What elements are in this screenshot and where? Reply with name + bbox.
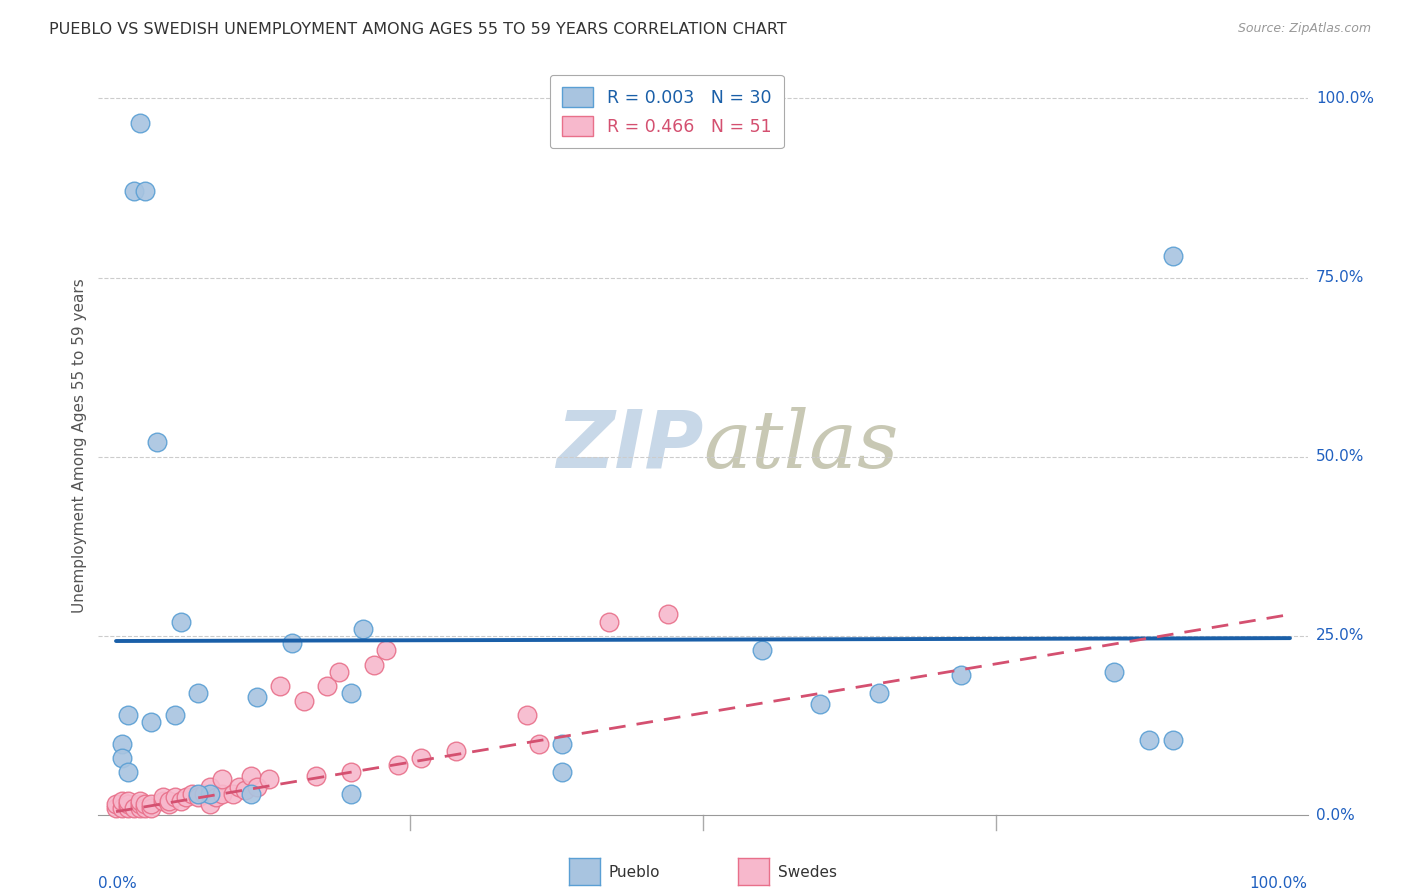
Point	[340, 686, 363, 700]
Point	[598, 615, 620, 629]
Text: 0.0%: 0.0%	[1316, 808, 1354, 822]
Point	[269, 679, 291, 693]
Point	[134, 185, 156, 199]
Point	[281, 636, 304, 650]
Point	[187, 790, 209, 805]
Text: ZIP: ZIP	[555, 407, 703, 485]
Text: atlas: atlas	[703, 408, 898, 484]
Point	[950, 668, 973, 682]
Point	[204, 790, 226, 805]
Point	[163, 707, 186, 722]
Point	[292, 693, 315, 707]
Point	[157, 797, 180, 812]
Point	[240, 787, 263, 801]
Point	[340, 787, 363, 801]
Point	[363, 657, 385, 672]
Point	[111, 794, 134, 808]
Point	[128, 797, 150, 812]
Point	[134, 797, 156, 812]
Point	[193, 787, 215, 801]
Point	[146, 435, 169, 450]
Point	[117, 801, 139, 815]
Point	[181, 787, 204, 801]
Text: 100.0%: 100.0%	[1316, 91, 1374, 106]
Point	[169, 794, 191, 808]
Point	[198, 780, 221, 794]
Point	[328, 665, 350, 679]
Point	[117, 765, 139, 780]
Point	[141, 714, 163, 729]
Point	[176, 790, 198, 805]
Point	[105, 801, 128, 815]
Point	[340, 765, 363, 780]
Point	[122, 185, 145, 199]
Point	[187, 787, 209, 801]
Legend: R = 0.003   N = 30, R = 0.466   N = 51: R = 0.003 N = 30, R = 0.466 N = 51	[550, 75, 783, 148]
Point	[246, 690, 269, 704]
Point	[211, 787, 233, 801]
Text: Swedes: Swedes	[778, 865, 837, 880]
Point	[111, 751, 134, 765]
Point	[105, 797, 128, 812]
Text: Source: ZipAtlas.com: Source: ZipAtlas.com	[1237, 22, 1371, 36]
Point	[117, 794, 139, 808]
Point	[128, 794, 150, 808]
Point	[152, 794, 174, 808]
Point	[163, 790, 186, 805]
Point	[516, 707, 538, 722]
Point	[240, 769, 263, 783]
Point	[157, 794, 180, 808]
Point	[233, 783, 256, 797]
Point	[211, 772, 233, 787]
Point	[657, 607, 679, 622]
Point	[128, 801, 150, 815]
Point	[152, 790, 174, 805]
Point	[198, 797, 221, 812]
Point	[808, 697, 831, 711]
Point	[751, 643, 773, 657]
Point	[117, 707, 139, 722]
Point	[228, 780, 250, 794]
Point	[375, 643, 398, 657]
Y-axis label: Unemployment Among Ages 55 to 59 years: Unemployment Among Ages 55 to 59 years	[72, 278, 87, 614]
Point	[169, 615, 191, 629]
Point	[128, 116, 150, 130]
Text: Pueblo: Pueblo	[609, 865, 661, 880]
Point	[122, 801, 145, 815]
Point	[551, 737, 574, 751]
Point	[868, 686, 890, 700]
Point	[222, 787, 245, 801]
Point	[411, 751, 433, 765]
Point	[352, 622, 374, 636]
Point	[117, 797, 139, 812]
Point	[1137, 733, 1160, 747]
Point	[111, 737, 134, 751]
Point	[1161, 733, 1184, 747]
Point	[446, 744, 468, 758]
Point	[316, 679, 339, 693]
Point	[141, 801, 163, 815]
Point	[527, 737, 550, 751]
Point	[304, 769, 326, 783]
Point	[198, 787, 221, 801]
Point	[246, 780, 269, 794]
Text: 75.0%: 75.0%	[1316, 270, 1364, 285]
Point	[257, 772, 280, 787]
Point	[551, 765, 574, 780]
Point	[387, 758, 409, 772]
Point	[134, 801, 156, 815]
Point	[1161, 249, 1184, 263]
Text: 50.0%: 50.0%	[1316, 450, 1364, 464]
Text: 0.0%: 0.0%	[98, 876, 138, 890]
Text: 100.0%: 100.0%	[1250, 876, 1308, 890]
Point	[187, 686, 209, 700]
Point	[111, 801, 134, 815]
Text: PUEBLO VS SWEDISH UNEMPLOYMENT AMONG AGES 55 TO 59 YEARS CORRELATION CHART: PUEBLO VS SWEDISH UNEMPLOYMENT AMONG AGE…	[49, 22, 787, 37]
Point	[141, 797, 163, 812]
Text: 25.0%: 25.0%	[1316, 629, 1364, 643]
Point	[1102, 665, 1125, 679]
